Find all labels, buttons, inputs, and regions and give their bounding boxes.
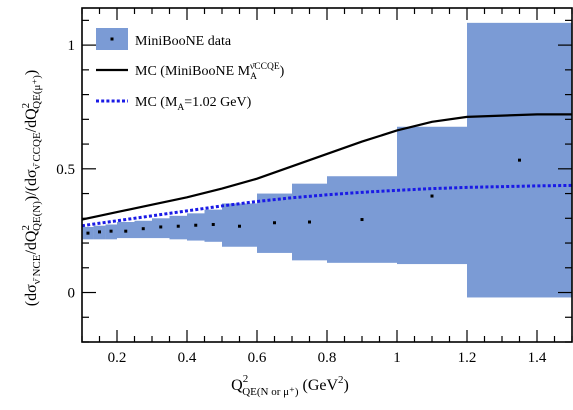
x-axis-title-main: Q bbox=[231, 377, 243, 394]
y-axis-title-part: )/(dσ bbox=[23, 169, 40, 201]
legend-label-mc-ma: MC (MA=1.02 GeV) bbox=[135, 95, 252, 113]
series-line-mc1 bbox=[82, 113, 572, 221]
data-point-7 bbox=[194, 223, 198, 227]
x-tick-label: 0.2 bbox=[108, 350, 127, 366]
x-tick-label: 1 bbox=[393, 350, 401, 366]
axis-titles: Q2 QE(N or μ⁺) (GeV2)(dσν̄ NCE/dQ2QE(N))/… bbox=[20, 70, 349, 398]
y-axis-title-sub: QE(μ⁺) bbox=[31, 75, 43, 109]
data-error-band-7 bbox=[187, 213, 205, 241]
data-point-2 bbox=[109, 229, 113, 233]
y-axis-title-part: /dQ bbox=[23, 108, 40, 132]
series-line-mc2 bbox=[82, 183, 572, 228]
x-axis-title-unit-sup: 2 bbox=[338, 374, 344, 386]
plot-area bbox=[82, 22, 572, 298]
legend-label-part: MC (M bbox=[135, 95, 178, 110]
x-axis-title-unit-end: ) bbox=[344, 377, 349, 394]
data-point-10 bbox=[273, 221, 276, 225]
x-axis-title-sub: QE(N or μ⁺) bbox=[242, 386, 299, 398]
legend-label-sub: A bbox=[250, 72, 257, 82]
data-point-3 bbox=[124, 229, 128, 233]
legend-label-sup: ν̄CCQE bbox=[250, 62, 280, 72]
legend-marker-data bbox=[110, 37, 114, 41]
data-point-14 bbox=[518, 158, 521, 162]
y-axis-title: (dσν̄ NCE/dQ2QE(N))/(dσν̄ CCQE/dQ2QE(μ⁺)… bbox=[20, 70, 43, 306]
data-point-12 bbox=[360, 218, 364, 222]
y-axis-title-part: (dσ bbox=[23, 284, 40, 306]
legend-label-part: MC (MiniBooNE M bbox=[135, 64, 251, 79]
data-point-6 bbox=[176, 224, 180, 228]
y-axis-title-part: ) bbox=[23, 70, 40, 75]
x-tick-label: 1.2 bbox=[458, 350, 477, 366]
axes: 0.2 0.4 0.6 0.8 1 1.2 1.4 0 0.5 1 bbox=[56, 7, 573, 366]
data-point-4 bbox=[141, 227, 145, 231]
legend-label-mc-miniboone: MC (MiniBooNE MAν̄CCQE) bbox=[135, 62, 285, 82]
x-tick-label: 0.6 bbox=[248, 350, 267, 366]
y-axis-title-sub: ν̄ CCQE bbox=[31, 132, 43, 169]
legend-label-end: ) bbox=[280, 64, 285, 79]
x-axis-title-unit: (GeV bbox=[299, 377, 339, 394]
data-point-0 bbox=[86, 231, 90, 235]
y-tick-label: 0.5 bbox=[56, 162, 75, 178]
y-axis-title-sub: ν̄ NCE bbox=[31, 254, 43, 284]
x-tick-label: 0.4 bbox=[178, 350, 197, 366]
y-tick-label: 0 bbox=[68, 286, 76, 302]
data-point-9 bbox=[238, 224, 241, 228]
data-point-11 bbox=[308, 220, 311, 224]
y-axis-title-part: /dQ bbox=[23, 230, 40, 254]
legend-label-data: MiniBooNE data bbox=[135, 34, 232, 49]
x-tick-label: 0.8 bbox=[318, 350, 337, 366]
x-tick-label: 1.4 bbox=[528, 350, 547, 366]
y-axis-title-sup: 2 bbox=[20, 103, 32, 109]
x-axis-title: Q2 QE(N or μ⁺) (GeV2) bbox=[231, 373, 349, 398]
legend-label-end: =1.02 GeV) bbox=[184, 95, 251, 110]
data-point-5 bbox=[159, 225, 163, 229]
data-point-8 bbox=[211, 222, 215, 226]
data-point-1 bbox=[98, 230, 101, 234]
legend-label-sub: A bbox=[177, 103, 184, 113]
x-axis-title-sup: 2 bbox=[243, 373, 249, 385]
y-axis-title-sup: 2 bbox=[20, 225, 32, 231]
y-axis-title-sub: QE(N) bbox=[31, 201, 43, 231]
data-point-13 bbox=[430, 194, 434, 198]
y-tick-label: 1 bbox=[68, 38, 76, 54]
